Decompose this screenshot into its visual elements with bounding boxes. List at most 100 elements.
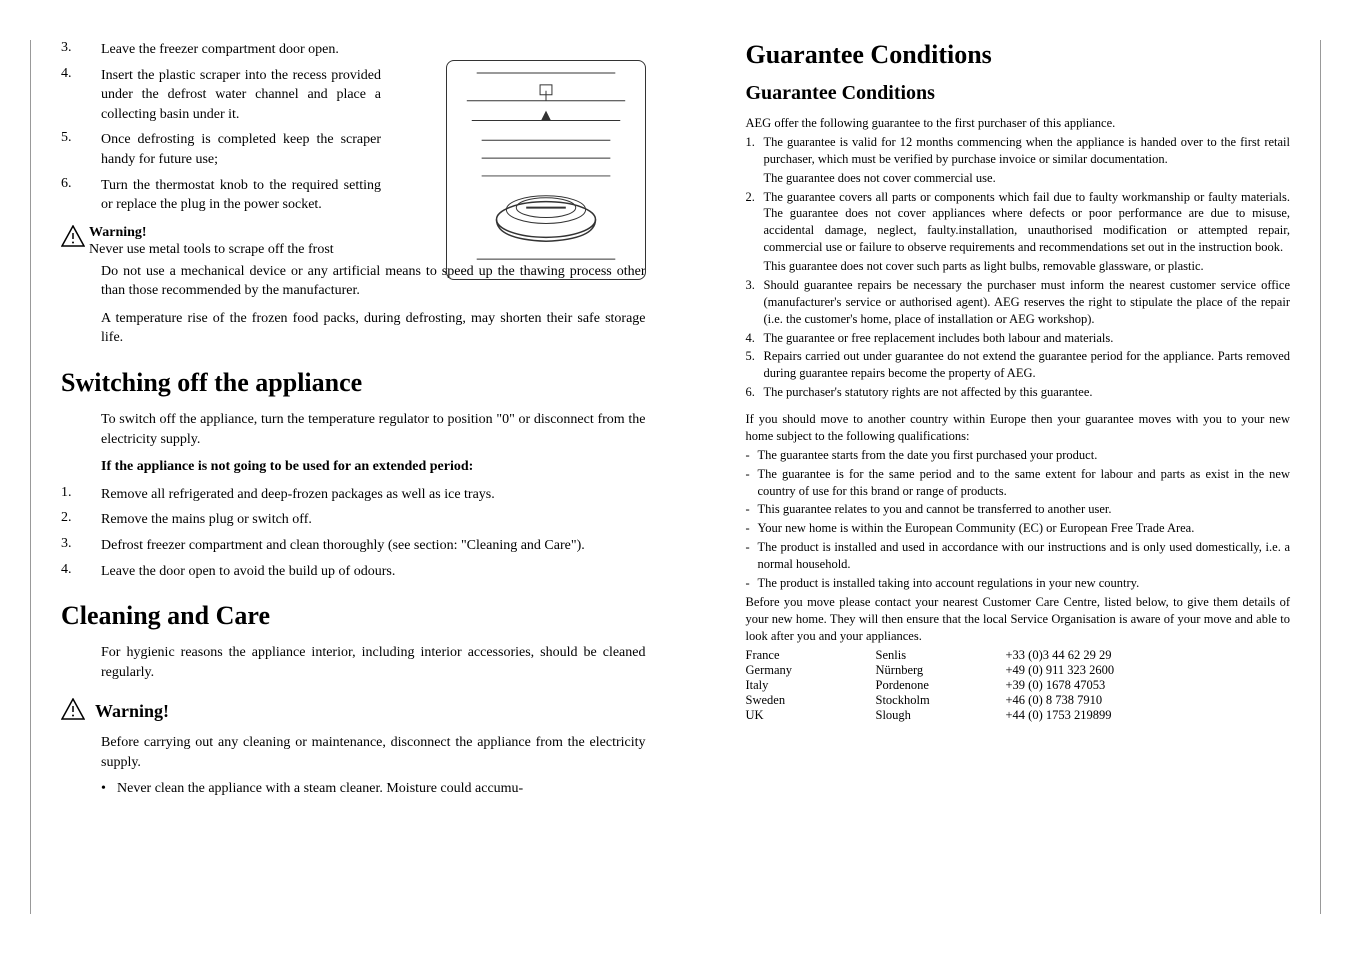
contact-city: Pordenone (876, 678, 1006, 693)
contact-country: Sweden (746, 693, 876, 708)
step-text: Insert the plastic scraper into the rece… (101, 66, 381, 125)
right-page: Guarantee Conditions Guarantee Condition… (676, 40, 1322, 914)
item-text: Repairs carried out under guarantee do n… (764, 348, 1291, 382)
cleaning-intro: For hygienic reasons the appliance inter… (101, 643, 646, 682)
guarantee-item: 2. The guarantee covers all parts or com… (746, 189, 1291, 257)
step-number: 2. (61, 510, 101, 530)
left-page: 3. Leave the freezer compartment door op… (30, 40, 676, 914)
move-outro: Before you move please contact your near… (746, 594, 1291, 645)
step-text: Remove the mains plug or switch off. (101, 510, 646, 530)
guarantee-item: 5. Repairs carried out under guarantee d… (746, 348, 1291, 382)
step-text: Leave the door open to avoid the build u… (101, 562, 646, 582)
guarantee-subtitle: Guarantee Conditions (746, 82, 1291, 105)
step-number: 3. (61, 40, 101, 60)
cleaning-warning-heading: Warning! (61, 698, 646, 725)
move-condition: -The product is installed and used in ac… (746, 539, 1291, 573)
switching-step: 2. Remove the mains plug or switch off. (61, 510, 646, 530)
step-text: Remove all refrigerated and deep-frozen … (101, 485, 646, 505)
item-number: 5. (746, 348, 764, 382)
item-extra: The guarantee does not cover commercial … (764, 170, 1291, 187)
step-number: 5. (61, 130, 101, 169)
contact-phone: +46 (0) 8 738 7910 (1006, 693, 1291, 708)
dash-text: The guarantee starts from the date you f… (758, 447, 1291, 464)
move-condition: -The guarantee starts from the date you … (746, 447, 1291, 464)
contact-row: Sweden Stockholm +46 (0) 8 738 7910 (746, 693, 1291, 708)
move-condition: -Your new home is within the European Co… (746, 520, 1291, 537)
step-number: 1. (61, 485, 101, 505)
warning-icon (61, 225, 89, 252)
contact-row: Italy Pordenone +39 (0) 1678 47053 (746, 678, 1291, 693)
guarantee-title: Guarantee Conditions (746, 40, 1291, 70)
step-text: Defrost freezer compartment and clean th… (101, 536, 646, 556)
switching-intro: To switch off the appliance, turn the te… (101, 410, 646, 449)
guarantee-item: 1. The guarantee is valid for 12 months … (746, 134, 1291, 168)
switching-off-title: Switching off the appliance (61, 368, 646, 398)
item-number: 2. (746, 189, 764, 257)
step-number: 4. (61, 562, 101, 582)
item-number: 1. (746, 134, 764, 168)
item-text: The guarantee is valid for 12 months com… (764, 134, 1291, 168)
contact-city: Stockholm (876, 693, 1006, 708)
guarantee-body: AEG offer the following guarantee to the… (746, 115, 1291, 723)
step-text: Turn the thermostat knob to the required… (101, 176, 381, 215)
dash: - (746, 447, 758, 464)
warning-text: Never use metal tools to scrape off the … (89, 241, 334, 260)
dash-text: The product is installed and used in acc… (758, 539, 1291, 573)
contact-phone: +44 (0) 1753 219899 (1006, 708, 1291, 723)
cleaning-bullet: • Never clean the appliance with a steam… (101, 781, 646, 797)
dash: - (746, 466, 758, 500)
contact-country: France (746, 648, 876, 663)
contact-country: Germany (746, 663, 876, 678)
guarantee-item-extra: This guarantee does not cover such parts… (746, 258, 1291, 275)
dash-text: The product is installed taking into acc… (758, 575, 1291, 592)
item-number: 6. (746, 384, 764, 401)
step-number: 6. (61, 176, 101, 215)
step-number: 4. (61, 66, 101, 125)
defrost-step: 3. Leave the freezer compartment door op… (61, 40, 646, 60)
dash: - (746, 520, 758, 537)
guarantee-item: 4. The guarantee or free replacement inc… (746, 330, 1291, 347)
step-number: 3. (61, 536, 101, 556)
contact-city: Nürnberg (876, 663, 1006, 678)
contact-row: UK Slough +44 (0) 1753 219899 (746, 708, 1291, 723)
contact-city: Senlis (876, 648, 1006, 663)
contact-country: Italy (746, 678, 876, 693)
item-number: 4. (746, 330, 764, 347)
contact-phone: +33 (0)3 44 62 29 29 (1006, 648, 1291, 663)
contact-phone: +39 (0) 1678 47053 (1006, 678, 1291, 693)
dash: - (746, 501, 758, 518)
step-text: Leave the freezer compartment door open. (101, 40, 381, 60)
contact-city: Slough (876, 708, 1006, 723)
warning-label: Warning! (95, 701, 169, 722)
item-text: The guarantee or free replacement includ… (764, 330, 1291, 347)
contact-table: France Senlis +33 (0)3 44 62 29 29 Germa… (746, 648, 1291, 723)
switching-step: 1. Remove all refrigerated and deep-froz… (61, 485, 646, 505)
item-text: The guarantee covers all parts or compon… (764, 189, 1291, 257)
item-extra: This guarantee does not cover such parts… (764, 258, 1291, 275)
cleaning-warning-text: Before carrying out any cleaning or main… (101, 733, 646, 772)
item-text: The purchaser's statutory rights are not… (764, 384, 1291, 401)
contact-row: Germany Nürnberg +49 (0) 911 323 2600 (746, 663, 1291, 678)
contact-country: UK (746, 708, 876, 723)
switching-step: 3. Defrost freezer compartment and clean… (61, 536, 646, 556)
bullet-text: Never clean the appliance with a steam c… (117, 781, 523, 797)
move-intro: If you should move to another country wi… (746, 411, 1291, 445)
bullet-dot: • (101, 781, 117, 797)
dash: - (746, 575, 758, 592)
dash-text: This guarantee relates to you and cannot… (758, 501, 1291, 518)
defrost-diagram (446, 60, 646, 280)
cleaning-intro-block: For hygienic reasons the appliance inter… (101, 643, 646, 682)
warning-icon (61, 698, 89, 725)
move-condition: -This guarantee relates to you and canno… (746, 501, 1291, 518)
guarantee-item: 6. The purchaser's statutory rights are … (746, 384, 1291, 401)
step-text: Once defrosting is completed keep the sc… (101, 130, 381, 169)
item-number: 3. (746, 277, 764, 328)
guarantee-intro: AEG offer the following guarantee to the… (746, 115, 1291, 132)
move-condition: -The guarantee is for the same period an… (746, 466, 1291, 500)
item-text: Should guarantee repairs be necessary th… (764, 277, 1291, 328)
dash: - (746, 539, 758, 573)
switching-bold: If the appliance is not going to be used… (101, 457, 646, 477)
guarantee-item: 3. Should guarantee repairs be necessary… (746, 277, 1291, 328)
move-condition: -The product is installed taking into ac… (746, 575, 1291, 592)
dash-text: The guarantee is for the same period and… (758, 466, 1291, 500)
